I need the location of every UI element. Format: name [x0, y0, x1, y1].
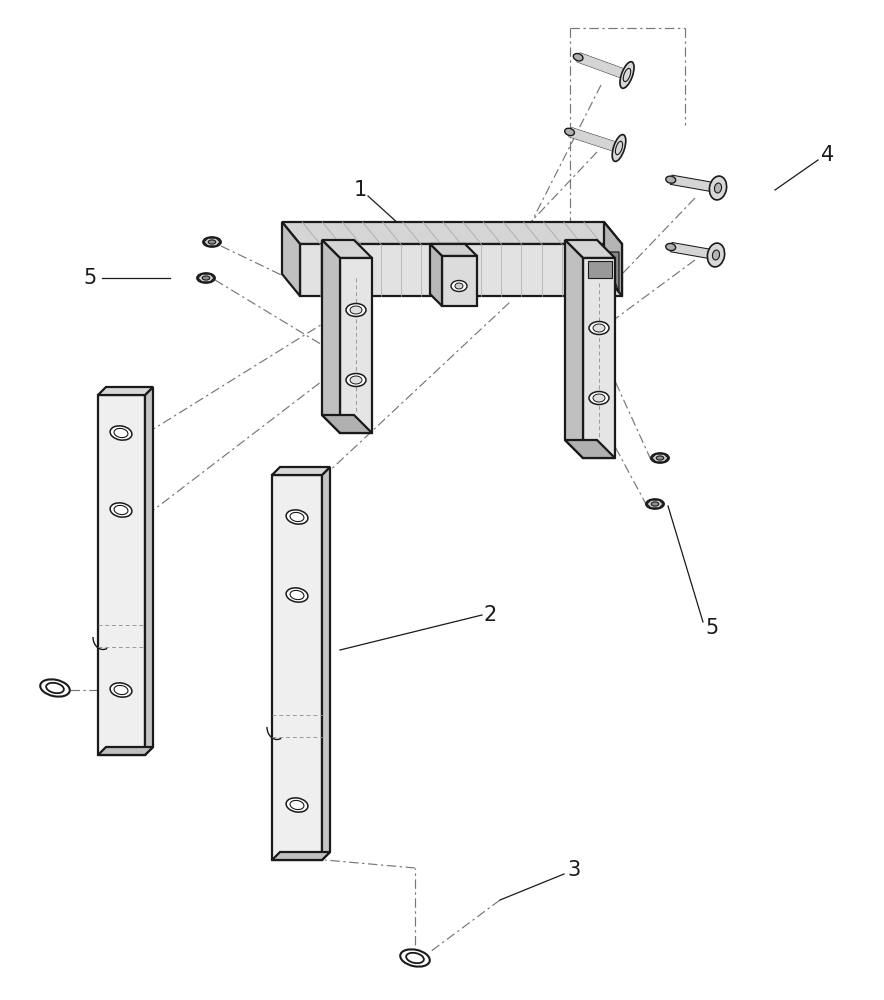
Ellipse shape — [593, 394, 605, 402]
Polygon shape — [565, 440, 615, 458]
Polygon shape — [442, 256, 477, 306]
Ellipse shape — [565, 128, 575, 136]
Polygon shape — [340, 258, 372, 433]
Ellipse shape — [455, 283, 463, 289]
Polygon shape — [583, 258, 615, 458]
Ellipse shape — [46, 683, 64, 693]
Polygon shape — [300, 244, 622, 296]
Ellipse shape — [651, 453, 669, 463]
Polygon shape — [610, 252, 619, 292]
Ellipse shape — [713, 250, 720, 260]
Ellipse shape — [202, 276, 210, 280]
Ellipse shape — [110, 426, 132, 440]
Polygon shape — [272, 475, 322, 860]
Polygon shape — [98, 747, 153, 755]
Ellipse shape — [110, 683, 132, 697]
Ellipse shape — [646, 499, 664, 509]
Ellipse shape — [400, 949, 430, 967]
Ellipse shape — [714, 183, 721, 193]
Ellipse shape — [197, 273, 215, 283]
Polygon shape — [322, 240, 372, 258]
Polygon shape — [588, 261, 612, 278]
Polygon shape — [322, 415, 372, 433]
Ellipse shape — [286, 588, 308, 602]
Polygon shape — [565, 240, 583, 458]
Text: 5: 5 — [83, 268, 96, 288]
Ellipse shape — [652, 502, 659, 506]
Ellipse shape — [593, 324, 605, 332]
Polygon shape — [322, 240, 340, 433]
Ellipse shape — [707, 243, 725, 267]
Polygon shape — [282, 222, 300, 296]
Ellipse shape — [574, 54, 583, 61]
Ellipse shape — [346, 373, 366, 386]
Polygon shape — [272, 852, 330, 860]
Ellipse shape — [451, 280, 467, 292]
Text: 2: 2 — [484, 605, 497, 625]
Ellipse shape — [666, 243, 675, 251]
Polygon shape — [565, 240, 615, 258]
Text: 3: 3 — [568, 860, 581, 880]
Ellipse shape — [656, 456, 664, 460]
Polygon shape — [272, 467, 330, 475]
Polygon shape — [98, 387, 153, 395]
Ellipse shape — [620, 62, 634, 88]
Ellipse shape — [350, 306, 362, 314]
Ellipse shape — [41, 679, 70, 697]
Ellipse shape — [613, 135, 626, 161]
Text: 1: 1 — [354, 180, 367, 200]
Ellipse shape — [666, 176, 675, 183]
Ellipse shape — [346, 304, 366, 316]
Text: 4: 4 — [821, 145, 834, 165]
Polygon shape — [145, 387, 153, 755]
Ellipse shape — [203, 237, 221, 247]
Polygon shape — [430, 244, 442, 306]
Ellipse shape — [406, 953, 423, 963]
Ellipse shape — [286, 510, 308, 524]
Ellipse shape — [589, 391, 609, 404]
Ellipse shape — [709, 176, 727, 200]
Ellipse shape — [209, 240, 216, 244]
Polygon shape — [322, 467, 330, 860]
Polygon shape — [98, 395, 145, 755]
Ellipse shape — [589, 322, 609, 334]
Polygon shape — [282, 222, 622, 244]
Text: 5: 5 — [705, 618, 719, 638]
Polygon shape — [604, 222, 622, 296]
Ellipse shape — [350, 376, 362, 384]
Polygon shape — [430, 244, 477, 256]
Ellipse shape — [286, 798, 308, 812]
Ellipse shape — [110, 503, 132, 517]
